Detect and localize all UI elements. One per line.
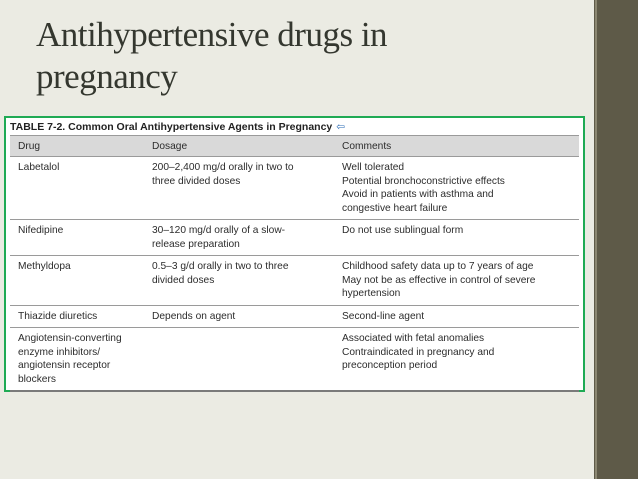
cell-drug: Nifedipine [10,220,144,256]
drug-table: Drug Dosage Comments Labetalol 200–2,400 … [10,135,579,392]
table-caption-text: TABLE 7-2. Common Oral Antihypertensive … [10,121,333,133]
dosage-line: 0.5–3 g/d orally in two to three [152,261,289,272]
comments-line: Well tolerated [342,162,405,173]
drug-line: Thiazide diuretics [18,310,98,322]
drug-line: Nifedipine [18,225,64,236]
table-image-frame: TABLE 7-2. Common Oral Antihypertensive … [4,116,585,392]
table-row: Methyldopa 0.5–3 g/d orally in two to thr… [10,256,579,306]
table-body: Labetalol 200–2,400 mg/d orally in two to… [10,157,579,392]
table-caption: TABLE 7-2. Common Oral Antihypertensive … [10,121,345,133]
slide-title-line-2: pregnancy [36,57,178,96]
cell-dosage: 30–120 mg/d orally of a slow-release pre… [144,220,334,256]
cell-dosage: 0.5–3 g/d orally in two to three divided … [144,256,334,306]
cell-dosage [144,328,334,392]
slide-title-line-1: Antihypertensive drugs in [36,15,388,54]
table-header-row: Drug Dosage Comments [10,135,579,157]
table-row: Angiotensin-converting enzyme inhibitors/… [10,328,579,392]
table-row: Labetalol 200–2,400 mg/d orally in two to… [10,157,579,220]
drug-line: Methyldopa [18,261,71,272]
cell-drug: Methyldopa [10,256,144,306]
comments-line: Associated with fetal anomalies [342,333,485,344]
cell-comments: Do not use sublingual form [334,220,579,256]
drug-line: Angiotensin-converting [18,333,122,344]
cell-drug: Labetalol [10,157,144,220]
decorative-side-stripe [594,0,638,479]
table-row: Nifedipine 30–120 mg/d orally of a slow-r… [10,220,579,256]
comments-line: Do not use sublingual form [342,225,464,236]
comments-line: Avoid in patients with asthma and [342,189,494,200]
cell-comments: Second-line agent [334,305,579,328]
table-row: Thiazide diuretics Depends on agent Second… [10,305,579,328]
comments-line: hypertension [342,288,401,299]
dosage-line: 200–2,400 mg/d orally in two to [152,162,294,173]
comments-line: preconception period [342,360,438,371]
header-dosage: Dosage [144,135,334,157]
back-arrow-icon: ⇦ [336,121,346,133]
drug-line: Labetalol [18,162,60,173]
dosage-line: three divided doses [152,175,241,187]
comments-line: congestive heart failure [342,202,448,214]
header-drug: Drug [10,135,144,157]
cell-dosage: 200–2,400 mg/d orally in two to three div… [144,157,334,220]
comments-line: Contraindicated in pregnancy and [342,346,495,358]
cell-dosage: Depends on agent [144,305,334,328]
dosage-line: divided doses [152,274,215,286]
drug-line: enzyme inhibitors/ [18,346,101,358]
cell-comments: Associated with fetal anomalies Contraind… [334,328,579,392]
decorative-stripe-line [595,0,597,479]
comments-line: Childhood safety data up to 7 years of a… [342,261,534,272]
drug-line: angiotensin receptor [18,360,111,371]
dosage-line: Depends on agent [152,310,236,322]
header-comments: Comments [334,135,579,157]
slide-title: Antihypertensive drugs in pregnancy [36,14,556,98]
comments-line: Potential bronchoconstrictive effects [342,175,505,187]
comments-line: Second-line agent [342,310,425,322]
cell-comments: Childhood safety data up to 7 years of a… [334,256,579,306]
cell-comments: Well tolerated Potential bronchoconstrict… [334,157,579,220]
drug-line: blockers [18,373,56,385]
dosage-line: 30–120 mg/d orally of a slow- [152,225,286,236]
cell-drug: Thiazide diuretics [10,305,144,328]
dosage-line: release preparation [152,238,240,250]
comments-line: May not be as effective in control of se… [342,274,536,286]
cell-drug: Angiotensin-converting enzyme inhibitors/… [10,328,144,392]
